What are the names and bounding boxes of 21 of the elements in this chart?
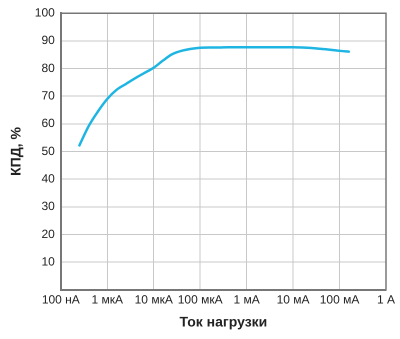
x-tick-label: 10 мкА [134,292,173,306]
x-axis-title: Ток нагрузки [180,313,268,330]
y-tick-label: 10 [41,254,56,268]
y-tick-label: 20 [41,226,56,241]
x-tick-label: 1 мкА [92,292,124,306]
line-series [78,46,350,147]
x-tick-label: 100 нА [42,292,80,306]
y-tick-label: 80 [41,60,56,75]
y-tick-label: 90 [41,33,56,48]
x-tick-label: 10 мА [276,292,310,306]
x-tick-label: 100 мА [320,292,360,306]
y-tick-label: 50 [41,144,56,158]
x-tick-label: 1 мА [234,292,260,306]
y-tick-label: 60 [41,116,56,130]
x-tick-label: 1 А [376,292,396,306]
y-tick-label: 70 [41,88,56,102]
y-tick-label: 30 [41,199,56,214]
y-axis-title: КПД, % [7,126,24,176]
y-tick-label: 100 [34,6,56,20]
x-tick-label: 100 мкА [178,292,223,306]
y-tick-label: 40 [41,171,56,186]
